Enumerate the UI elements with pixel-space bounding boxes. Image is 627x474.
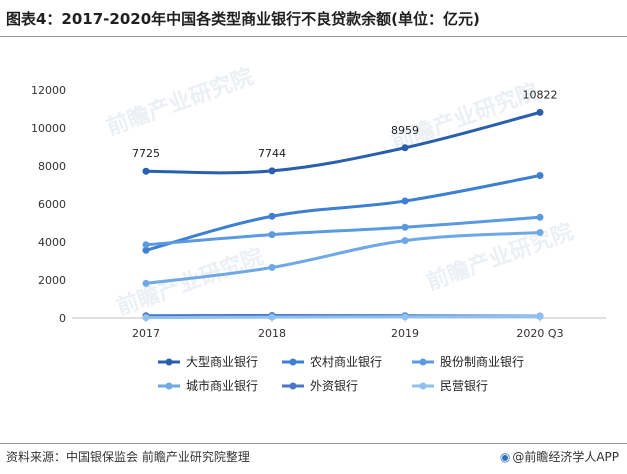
data-point (401, 144, 409, 152)
legend-label: 农村商业银行 (310, 354, 382, 369)
data-point (268, 167, 276, 175)
legend-swatch-marker (165, 358, 173, 366)
series-lines (142, 108, 544, 322)
series-line (145, 231, 541, 285)
data-label: 8959 (391, 124, 419, 137)
data-point (142, 314, 150, 322)
y-tick-label: 8000 (38, 160, 66, 173)
data-point (536, 312, 544, 320)
legend-label: 股份制商业银行 (440, 354, 524, 369)
legend-swatch-marker (289, 382, 297, 390)
data-point (401, 223, 409, 231)
watermark-text: 前瞻产业研究院 (423, 219, 577, 296)
y-tick-label: 4000 (38, 236, 66, 249)
data-label: 10822 (523, 88, 558, 101)
legend-label: 民营银行 (440, 379, 488, 393)
chart-title: 图表4：2017-2020年中国各类型商业银行不良贷款余额(单位：亿元) (6, 10, 480, 28)
brand-text: @前瞻经济学人APP (512, 450, 619, 464)
data-labels: 7725 7744 8959 10822 (132, 88, 558, 160)
title-divider (0, 36, 627, 37)
series-line (145, 110, 541, 175)
legend-label: 外资银行 (310, 379, 358, 393)
data-point (268, 231, 276, 239)
watermark-text: 前瞻产业研究院 (103, 64, 257, 141)
legend-swatch-marker (165, 382, 173, 390)
y-tick-label: 6000 (38, 198, 66, 211)
x-tick-label: 2020 Q3 (516, 327, 563, 340)
data-point (142, 246, 150, 254)
footer-divider (0, 443, 627, 444)
axes: 0 2000 4000 6000 8000 10000 12000 2017 2018 2019 2… (31, 84, 606, 340)
legend-swatch-marker (289, 358, 297, 366)
y-tick-label: 10000 (31, 122, 66, 135)
data-point (536, 172, 544, 179)
brand-logo-icon: ◉ (499, 450, 511, 464)
data-point (268, 263, 276, 271)
legend-label: 大型商业银行 (186, 354, 258, 369)
y-tick-label: 2000 (38, 274, 66, 287)
legend-swatch-marker (419, 382, 427, 390)
data-point (142, 167, 150, 175)
x-tick-label: 2017 (132, 327, 160, 340)
y-tick-label: 0 (59, 312, 66, 325)
watermark-text: 前瞻产业研究院 (113, 244, 267, 321)
series-line (145, 174, 541, 252)
x-tick-label: 2019 (391, 327, 419, 340)
source-note: 资料来源：中国银保监会 前瞻产业研究院整理 (6, 450, 250, 464)
data-point (268, 313, 276, 321)
data-point (536, 213, 544, 221)
data-label: 7725 (132, 147, 160, 160)
data-point (142, 241, 150, 249)
y-tick-label: 12000 (31, 84, 66, 97)
brand: ◉ @前瞻经济学人APP (500, 448, 619, 465)
series-line (145, 314, 541, 320)
series-line (145, 215, 541, 247)
data-label: 7744 (258, 147, 286, 160)
data-point (268, 212, 276, 220)
data-point (401, 237, 409, 245)
legend-label: 城市商业银行 (186, 378, 258, 393)
legend-swatch-marker (419, 358, 427, 366)
x-tick-label: 2018 (258, 327, 286, 340)
data-point (401, 313, 409, 321)
data-point (536, 108, 544, 116)
data-point (142, 279, 150, 287)
data-point (536, 229, 544, 236)
data-point (401, 197, 409, 205)
